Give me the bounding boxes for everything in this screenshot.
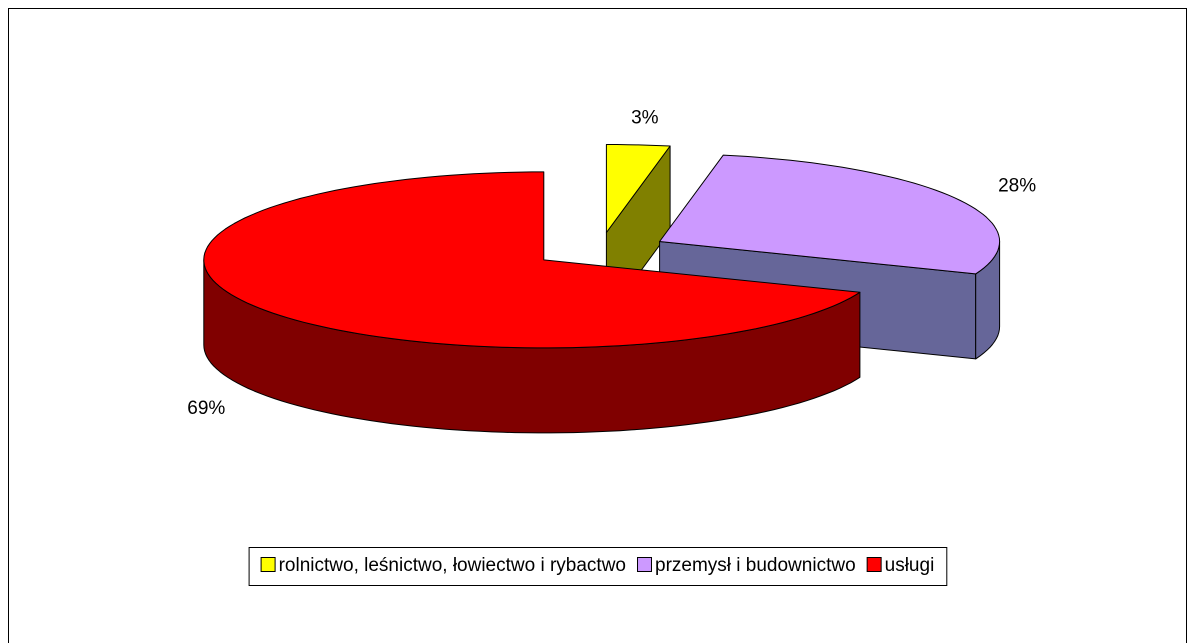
legend-label: usługi [885,555,935,576]
data-label: 69% [187,398,225,419]
pie: 3% 28% 69% [187,108,1036,434]
slice [203,171,861,349]
legend: rolnictwo, leśnictwo, łowiectwo i rybact… [260,555,935,576]
legend-swatch [637,557,653,572]
legend-box [248,547,948,586]
legend-label: przemysł i budownictwo [655,555,856,576]
slice [605,144,671,233]
legend-swatch [866,557,882,572]
data-label: 3% [631,108,659,129]
legend-label: rolnictwo, leśnictwo, łowiectwo i rybact… [279,555,626,576]
data-label: 28% [998,175,1036,196]
legend-swatch [260,557,276,572]
slice [659,154,1001,275]
